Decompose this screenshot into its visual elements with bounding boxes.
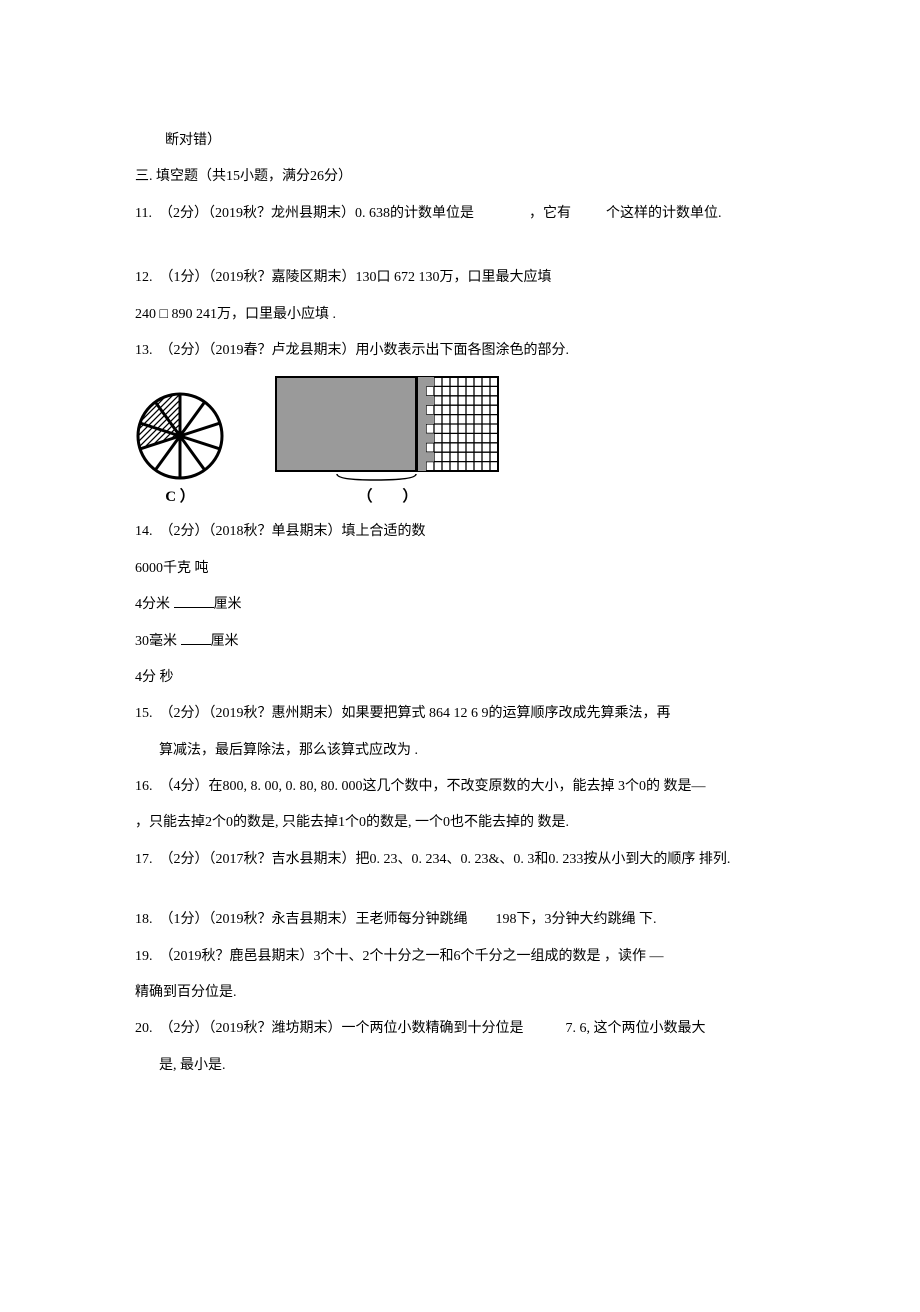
q20-l1: 20. （2分）（2019秋？潍坊期末）一个两位小数精确到十分位是 7. 6, …	[135, 1018, 785, 1040]
q14-d: 4分 秒	[135, 667, 785, 689]
q11-suffix: 个这样的计数单位.	[606, 206, 722, 221]
blank-field[interactable]	[174, 594, 214, 608]
q16-l2: ，只能去掉2个0的数是, 只能去掉1个0的数是, 一个0也不能去掉的 数是.	[135, 812, 785, 834]
q11: 11. （2分）（2019秋？龙州县期末）0. 638的计数单位是 ，它有 个这…	[135, 203, 785, 225]
q14-b: 4分米 厘米	[135, 594, 785, 616]
caption-right: （ ）	[357, 485, 417, 509]
q14-b-post: 厘米	[214, 597, 242, 612]
q14-c-pre: 30毫米	[135, 634, 181, 649]
q15-l2: 算减法，最后算除法，那么该算式应改为 .	[135, 740, 785, 762]
q14-c-post: 厘米	[211, 634, 239, 649]
q11-prefix: 11. （2分）（2019秋？龙州县期末）0. 638的计数单位是	[135, 206, 474, 221]
q13: 13. （2分）（2019春？卢龙县期末）用小数表示出下面各图涂色的部分.	[135, 340, 785, 362]
q16-l1: 16. （4分）在800, 8. 00, 0. 80, 80. 000这几个数中…	[135, 776, 785, 798]
q12-line2: 240 □ 890 241万，口里最小应填 .	[135, 304, 785, 326]
q12-line1: 12. （1分）（2019秋？嘉陵区期末）130口 672 130万，口里最大应…	[135, 267, 785, 289]
q15-l1: 15. （2分）（2019秋？惠州期末）如果要把算式 864 12 6 9的运算…	[135, 703, 785, 725]
grid-diagram	[275, 376, 500, 481]
top-fragment: 断对错）	[135, 130, 785, 152]
q19-l1: 19. （2019秋？鹿邑县期末）3个十、2个十分之一和6个千分之一组成的数是 …	[135, 946, 785, 968]
figure-circle: C ）	[135, 391, 225, 509]
blank-field[interactable]	[181, 631, 211, 645]
section-header: 三. 填空题（共15小题，满分26分）	[135, 166, 785, 188]
q18: 18. （1分）（2019秋？永吉县期末）王老师每分钟跳绳 198下，3分钟大约…	[135, 909, 785, 931]
q17: 17. （2分）（2017秋？吉水县期末）把0. 23、0. 234、0. 23…	[135, 849, 785, 871]
figure-grid: （ ）	[275, 376, 500, 509]
q14-b-pre: 4分米	[135, 597, 174, 612]
q14-head: 14. （2分）（2018秋？单县期末）填上合适的数	[135, 521, 785, 543]
q14-a: 6000千克 吨	[135, 558, 785, 580]
q11-mid: ，它有	[529, 206, 571, 221]
q20-l2: 是, 最小是.	[135, 1055, 785, 1077]
q14-c: 30毫米 厘米	[135, 631, 785, 653]
circle-diagram	[135, 391, 225, 481]
caption-left: C ）	[165, 485, 195, 509]
q19-l2: 精确到百分位是.	[135, 982, 785, 1004]
figures-row: C ）	[135, 376, 785, 509]
